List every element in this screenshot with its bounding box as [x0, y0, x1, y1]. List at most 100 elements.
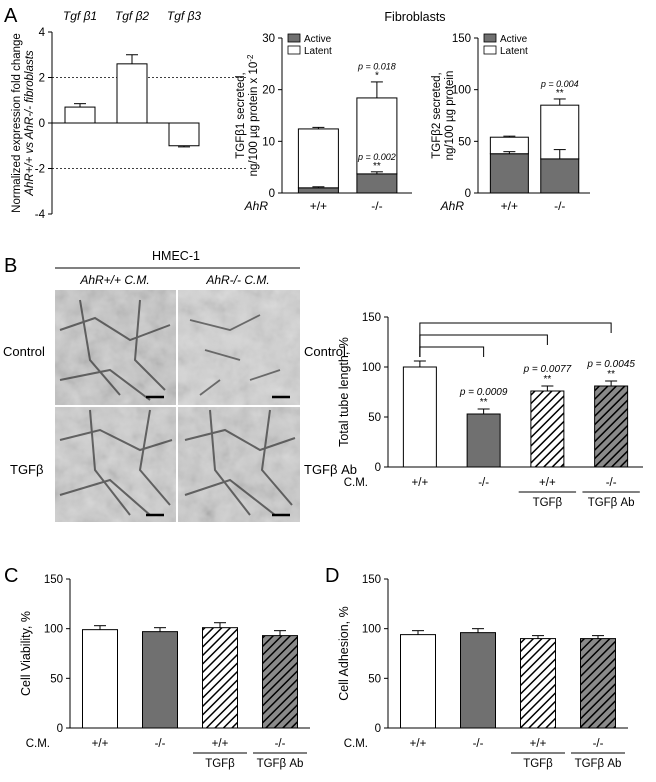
- ahr-label: AhR: [440, 199, 465, 213]
- y-tick-label: -4: [35, 209, 46, 221]
- bar: [262, 635, 298, 729]
- micrograph-control-left: [55, 290, 176, 405]
- bar: [400, 634, 436, 729]
- y-tick-label: 150: [452, 33, 471, 45]
- panel-label-c: C: [4, 565, 18, 587]
- category-label: +/+: [539, 477, 556, 489]
- y-tick-label: 0: [57, 723, 63, 735]
- category-label: -/-: [606, 477, 617, 489]
- p-value: p = 0.0045: [586, 359, 635, 370]
- category-label: -/-: [478, 477, 489, 489]
- significance-stars: **: [373, 161, 381, 172]
- y-tick-label: 0: [465, 188, 471, 200]
- y-tick-label: 150: [362, 312, 381, 324]
- significance-stars: **: [607, 369, 615, 380]
- significance-stars: **: [556, 88, 564, 99]
- category-label: Tgf β2: [115, 9, 150, 23]
- y-tick-label: 0: [269, 188, 275, 200]
- treatment-label: TGFβ Ab: [588, 497, 635, 509]
- comparison-bracket: [419, 322, 612, 357]
- y-tick-label: 100: [362, 624, 381, 636]
- p-value: p = 0.004: [540, 79, 579, 89]
- y-axis-label: Cell Viability, %: [19, 611, 33, 696]
- micro-label-control-left: Control: [3, 344, 45, 359]
- y-tick-label: 4: [39, 27, 46, 39]
- category-label: Tgf β3: [167, 9, 202, 23]
- comparison-bracket: [419, 346, 485, 357]
- significance-stars: *: [375, 70, 379, 81]
- y-tick-label: 10: [262, 136, 275, 148]
- category-label: +/+: [412, 477, 429, 489]
- y-tick-label: 50: [458, 136, 471, 148]
- charts: -4 -2 0 2 4 Tgf β1 Tgf β2 Tgf β3 Normalized expr…: [11, 9, 643, 770]
- bar-active: [489, 153, 529, 194]
- category-label: +/+: [92, 738, 109, 750]
- cm-label: C.M.: [344, 477, 368, 489]
- bar: [530, 390, 565, 468]
- legend-swatch-active: [483, 33, 497, 43]
- chart-cell-viability: 0 50 100 150 +/+ -/- +/+ TGFβ -/- TGFβ Ab C.M. Cell…: [19, 574, 310, 770]
- p-value: p = 0.002: [357, 152, 396, 162]
- bar-active: [356, 173, 398, 194]
- category-label: +/+: [410, 738, 427, 750]
- y-axis-label: AhR+/+ vs AhR-/- fibroblasts: [24, 50, 36, 197]
- treatment-label: TGFβ: [205, 758, 235, 770]
- micrograph-control-right: [178, 290, 300, 405]
- category-label: +/+: [310, 199, 327, 213]
- bar: [116, 63, 148, 124]
- category-label: Tgf β1: [63, 9, 97, 23]
- legend-swatch-latent: [287, 45, 301, 55]
- treatment-label: TGFβ: [533, 497, 563, 509]
- micro-cell-line: HMEC-1: [152, 249, 200, 263]
- bar: [168, 122, 200, 147]
- legend-label-latent: Latent: [500, 46, 528, 57]
- y-tick-label: 0: [375, 462, 381, 474]
- micro-label-tgfb: TGFβ: [10, 462, 43, 477]
- micro-col-left: AhR+/+ C.M.: [79, 273, 149, 287]
- fibroblasts-title: Fibroblasts: [384, 10, 445, 24]
- y-tick-label: -2: [35, 164, 45, 176]
- micrograph-panel: HMEC-1 AhR+/+ C.M. AhR-/- C.M.: [3, 249, 357, 522]
- y-tick-label: 50: [50, 673, 63, 685]
- y-axis-label: TGFβ2 secreted,: [431, 72, 443, 159]
- micro-col-right: AhR-/- C.M.: [205, 273, 269, 287]
- category-label: -/-: [593, 738, 604, 750]
- bar: [460, 632, 496, 729]
- bar: [64, 106, 96, 124]
- y-axis-label: Total tube length, %: [337, 337, 351, 447]
- panel-label-a: A: [4, 5, 18, 27]
- treatment-label: TGFβ: [523, 758, 553, 770]
- y-tick-label: 100: [44, 624, 63, 636]
- y-tick-label: 100: [362, 362, 381, 374]
- p-value: p = 0.0009: [459, 387, 508, 398]
- bar: [580, 638, 616, 729]
- y-axis-label: ng/100 µg protein x 10-2: [246, 54, 261, 176]
- category-label: -/-: [473, 738, 484, 750]
- panel-label-d: D: [325, 565, 339, 587]
- bar: [466, 413, 501, 468]
- y-tick-label: 0: [39, 118, 45, 130]
- micrograph-tgfb: [55, 407, 176, 522]
- category-label: -/-: [554, 199, 565, 213]
- bar-active: [297, 187, 339, 194]
- legend-swatch-active: [287, 33, 301, 43]
- micrograph-tgfb-ab: [178, 407, 300, 522]
- bar: [594, 385, 629, 468]
- bar: [202, 627, 238, 729]
- bar-latent: [297, 128, 339, 189]
- p-value: p = 0.018: [357, 61, 396, 71]
- bar: [402, 366, 437, 468]
- y-tick-label: 50: [368, 412, 381, 424]
- y-axis-label: ng/100 µg protein: [444, 71, 456, 161]
- category-label: +/+: [530, 738, 547, 750]
- y-axis-label: TGFβ1 secreted,: [235, 72, 247, 159]
- category-label: -/-: [155, 738, 166, 750]
- legend-label-latent: Latent: [304, 46, 332, 57]
- y-axis-label: Normalized expression fold change: [11, 33, 23, 213]
- category-label: +/+: [501, 199, 518, 213]
- y-tick-label: 150: [44, 574, 63, 586]
- cm-label: C.M.: [26, 738, 50, 750]
- y-tick-label: 2: [39, 73, 45, 85]
- bar: [520, 638, 556, 729]
